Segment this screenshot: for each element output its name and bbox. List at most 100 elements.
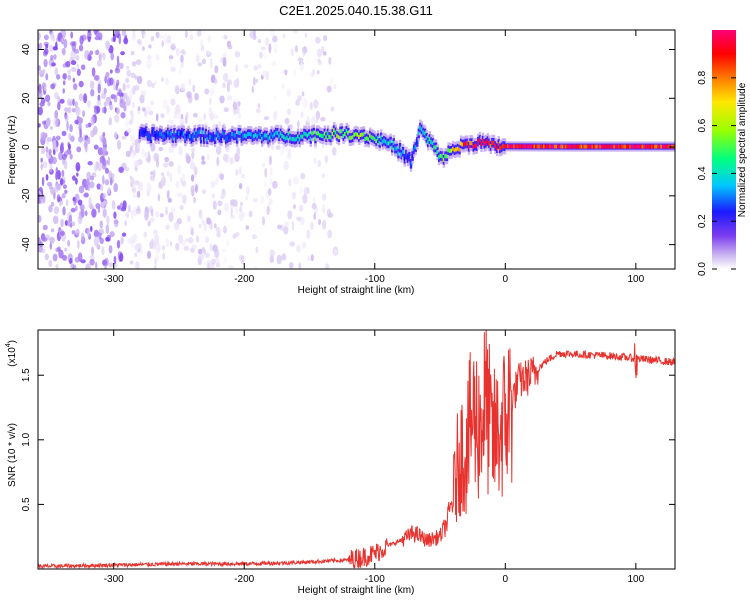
ridge-core — [621, 144, 624, 149]
noise-speck — [141, 45, 145, 52]
ridge-core — [284, 136, 287, 141]
noise-speck — [173, 114, 179, 119]
noise-speck — [41, 147, 45, 155]
noise-speck — [78, 44, 84, 52]
noise-speck — [326, 85, 332, 93]
noise-speck — [240, 201, 243, 207]
noise-speck — [121, 135, 127, 140]
noise-speck — [120, 236, 124, 245]
ridge-core — [665, 144, 668, 149]
noise-speck — [318, 218, 322, 226]
noise-speck — [53, 117, 59, 128]
ridge-core — [630, 144, 634, 149]
noise-speck — [61, 153, 67, 160]
noise-speck — [273, 111, 278, 121]
noise-speck — [302, 97, 308, 108]
noise-speck — [68, 214, 72, 222]
noise-speck — [45, 174, 49, 181]
ridge-core — [245, 134, 248, 139]
noise-speck — [192, 112, 198, 118]
noise-speck — [49, 162, 53, 173]
noise-speck — [184, 30, 188, 39]
noise-speck — [252, 198, 259, 203]
noise-speck — [89, 258, 95, 266]
noise-speck — [73, 199, 77, 206]
noise-speck — [39, 193, 43, 202]
noise-speck — [321, 46, 325, 54]
noise-speck — [235, 169, 239, 176]
ridge-core — [367, 137, 370, 142]
noise-speck — [49, 242, 53, 250]
x-tick-label: -100 — [365, 574, 385, 585]
ridge-core — [159, 131, 162, 136]
noise-speck — [269, 255, 275, 264]
noise-speck — [71, 41, 77, 52]
noise-speck — [134, 84, 140, 91]
noise-speck — [124, 166, 130, 172]
ridge-core — [146, 133, 150, 138]
noise-speck — [133, 160, 140, 168]
noise-speck — [38, 65, 41, 72]
ridge-core — [647, 144, 651, 149]
ridge-core — [434, 145, 438, 150]
noise-speck — [126, 127, 132, 134]
noise-speck — [168, 211, 174, 222]
noise-speck — [166, 34, 171, 43]
noise-speck — [115, 30, 119, 36]
noise-speck — [162, 252, 166, 261]
noise-speck — [173, 221, 180, 231]
ridge-core — [151, 129, 154, 134]
noise-speck — [53, 206, 60, 215]
noise-speck — [264, 167, 268, 178]
ridge-core — [610, 144, 613, 149]
noise-speck — [312, 196, 316, 205]
ridge-core — [323, 131, 327, 136]
colorbar: 0.0 0.2 0.4 0.6 0.8 Normalized spectral ampl… — [697, 30, 748, 276]
noise-speck — [296, 216, 302, 222]
colorbar-gradient — [712, 30, 736, 269]
noise-speck — [330, 106, 335, 112]
ridge-core — [619, 144, 623, 149]
noise-speck — [228, 264, 234, 269]
ridge-core — [187, 131, 190, 136]
noise-speck — [87, 32, 93, 38]
noise-speck — [287, 108, 291, 116]
ridge-core — [395, 146, 399, 151]
x-tick-label: -300 — [104, 574, 124, 585]
noise-speck — [72, 175, 76, 181]
noise-speck — [164, 156, 170, 163]
ridge-core — [342, 134, 345, 139]
noise-speck — [116, 140, 122, 150]
noise-speck — [40, 131, 46, 141]
noise-speck — [67, 239, 71, 247]
ridge-core — [218, 135, 222, 140]
noise-speck — [48, 148, 52, 156]
noise-speck — [108, 170, 113, 180]
ridge-core — [558, 144, 562, 149]
noise-speck — [171, 43, 176, 48]
noise-speck — [272, 180, 278, 189]
ridge-core — [264, 133, 267, 138]
ridge-core — [561, 144, 565, 149]
noise-speck — [171, 206, 176, 214]
ridge-core — [188, 134, 192, 139]
noise-speck — [210, 180, 216, 188]
ridge-core — [336, 133, 339, 138]
ridge-core — [564, 144, 568, 149]
noise-speck — [131, 61, 137, 67]
noise-speck — [138, 40, 143, 46]
noise-speck — [70, 60, 77, 66]
noise-speck — [209, 58, 213, 68]
ridge-core — [389, 139, 392, 144]
noise-speck — [322, 173, 325, 178]
noise-speck — [311, 69, 316, 76]
ridge-core — [304, 132, 308, 137]
noise-speck — [96, 105, 100, 114]
noise-speck — [322, 219, 327, 230]
noise-speck — [121, 92, 124, 97]
noise-speck — [238, 166, 242, 175]
ridge-core — [589, 144, 593, 149]
ridge-core — [624, 144, 627, 149]
noise-speck — [191, 244, 197, 250]
ridge-core — [307, 132, 311, 137]
